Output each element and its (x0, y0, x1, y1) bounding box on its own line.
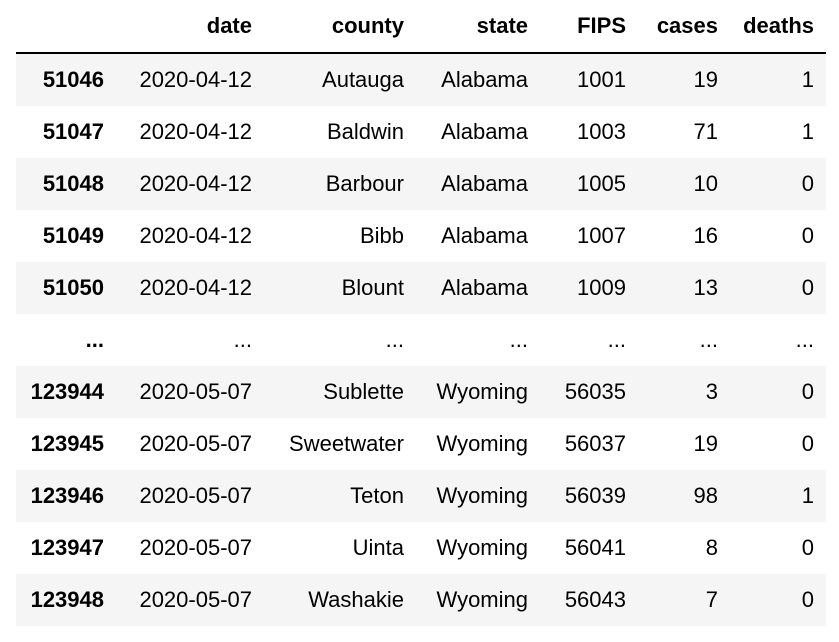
state-cell: Wyoming (416, 366, 540, 418)
county-cell: ... (264, 314, 416, 366)
date-cell: 2020-04-12 (116, 210, 264, 262)
table-row: 51046 2020-04-12 Autauga Alabama 1001 19… (16, 53, 826, 106)
county-cell: Baldwin (264, 106, 416, 158)
index-header (16, 0, 116, 54)
row-index: 51049 (16, 210, 116, 262)
county-cell: Washakie (264, 574, 416, 626)
county-cell: Sweetwater (264, 418, 416, 470)
row-index: 123947 (16, 522, 116, 574)
county-cell: Bibb (264, 210, 416, 262)
deaths-cell: 0 (730, 574, 826, 626)
cases-cell: 10 (638, 158, 730, 210)
fips-cell: 1003 (540, 106, 638, 158)
fips-cell: 1007 (540, 210, 638, 262)
fips-cell: 1009 (540, 262, 638, 314)
row-index: 123945 (16, 418, 116, 470)
table-row: 123948 2020-05-07 Washakie Wyoming 56043… (16, 574, 826, 626)
table-row: 123944 2020-05-07 Sublette Wyoming 56035… (16, 366, 826, 418)
county-cell: Uinta (264, 522, 416, 574)
fips-cell: 56035 (540, 366, 638, 418)
state-cell: Alabama (416, 53, 540, 106)
table-row: 123947 2020-05-07 Uinta Wyoming 56041 8 … (16, 522, 826, 574)
row-index: 123948 (16, 574, 116, 626)
date-cell: ... (116, 314, 264, 366)
deaths-cell: 0 (730, 210, 826, 262)
row-index: 51047 (16, 106, 116, 158)
deaths-cell: 1 (730, 53, 826, 106)
state-cell: ... (416, 314, 540, 366)
deaths-cell: 1 (730, 470, 826, 522)
date-cell: 2020-04-12 (116, 158, 264, 210)
row-index: ... (16, 314, 116, 366)
state-cell: Wyoming (416, 470, 540, 522)
state-cell: Alabama (416, 262, 540, 314)
county-cell: Teton (264, 470, 416, 522)
table-row: 51050 2020-04-12 Blount Alabama 1009 13 … (16, 262, 826, 314)
deaths-cell: 0 (730, 418, 826, 470)
cases-header: cases (638, 0, 730, 54)
date-cell: 2020-05-07 (116, 522, 264, 574)
date-cell: 2020-04-12 (116, 53, 264, 106)
table-body: 51046 2020-04-12 Autauga Alabama 1001 19… (16, 53, 826, 626)
dataframe-table: date county state FIPS cases deaths 5104… (16, 0, 826, 626)
row-index: 51050 (16, 262, 116, 314)
date-cell: 2020-04-12 (116, 106, 264, 158)
deaths-cell: 0 (730, 366, 826, 418)
table-row: 123945 2020-05-07 Sweetwater Wyoming 560… (16, 418, 826, 470)
cases-cell: 7 (638, 574, 730, 626)
table-row: 51047 2020-04-12 Baldwin Alabama 1003 71… (16, 106, 826, 158)
table-row: 123946 2020-05-07 Teton Wyoming 56039 98… (16, 470, 826, 522)
county-cell: Sublette (264, 366, 416, 418)
state-cell: Alabama (416, 106, 540, 158)
fips-cell: 1005 (540, 158, 638, 210)
deaths-cell: 0 (730, 262, 826, 314)
state-cell: Wyoming (416, 522, 540, 574)
fips-cell: ... (540, 314, 638, 366)
cases-cell: 13 (638, 262, 730, 314)
cases-cell: 71 (638, 106, 730, 158)
state-cell: Alabama (416, 158, 540, 210)
deaths-cell: 0 (730, 522, 826, 574)
date-cell: 2020-05-07 (116, 418, 264, 470)
cases-cell: 3 (638, 366, 730, 418)
cases-cell: ... (638, 314, 730, 366)
fips-cell: 56043 (540, 574, 638, 626)
date-cell: 2020-05-07 (116, 366, 264, 418)
cases-cell: 19 (638, 418, 730, 470)
date-header: date (116, 0, 264, 54)
county-cell: Barbour (264, 158, 416, 210)
state-cell: Wyoming (416, 418, 540, 470)
deaths-header: deaths (730, 0, 826, 54)
fips-cell: 56037 (540, 418, 638, 470)
date-cell: 2020-05-07 (116, 574, 264, 626)
fips-header: FIPS (540, 0, 638, 54)
row-index: 123946 (16, 470, 116, 522)
table-row: 51049 2020-04-12 Bibb Alabama 1007 16 0 (16, 210, 826, 262)
row-index: 51048 (16, 158, 116, 210)
row-index: 51046 (16, 53, 116, 106)
header-row: date county state FIPS cases deaths (16, 0, 826, 54)
cases-cell: 16 (638, 210, 730, 262)
fips-cell: 56039 (540, 470, 638, 522)
cases-cell: 8 (638, 522, 730, 574)
cases-cell: 98 (638, 470, 730, 522)
county-cell: Autauga (264, 53, 416, 106)
fips-cell: 1001 (540, 53, 638, 106)
deaths-cell: ... (730, 314, 826, 366)
state-header: state (416, 0, 540, 54)
deaths-cell: 0 (730, 158, 826, 210)
state-cell: Wyoming (416, 574, 540, 626)
deaths-cell: 1 (730, 106, 826, 158)
table-row: 51048 2020-04-12 Barbour Alabama 1005 10… (16, 158, 826, 210)
date-cell: 2020-04-12 (116, 262, 264, 314)
table-header: date county state FIPS cases deaths (16, 0, 826, 54)
row-index: 123944 (16, 366, 116, 418)
state-cell: Alabama (416, 210, 540, 262)
ellipsis-row: ... ... ... ... ... ... ... (16, 314, 826, 366)
county-cell: Blount (264, 262, 416, 314)
county-header: county (264, 0, 416, 54)
fips-cell: 56041 (540, 522, 638, 574)
date-cell: 2020-05-07 (116, 470, 264, 522)
cases-cell: 19 (638, 53, 730, 106)
